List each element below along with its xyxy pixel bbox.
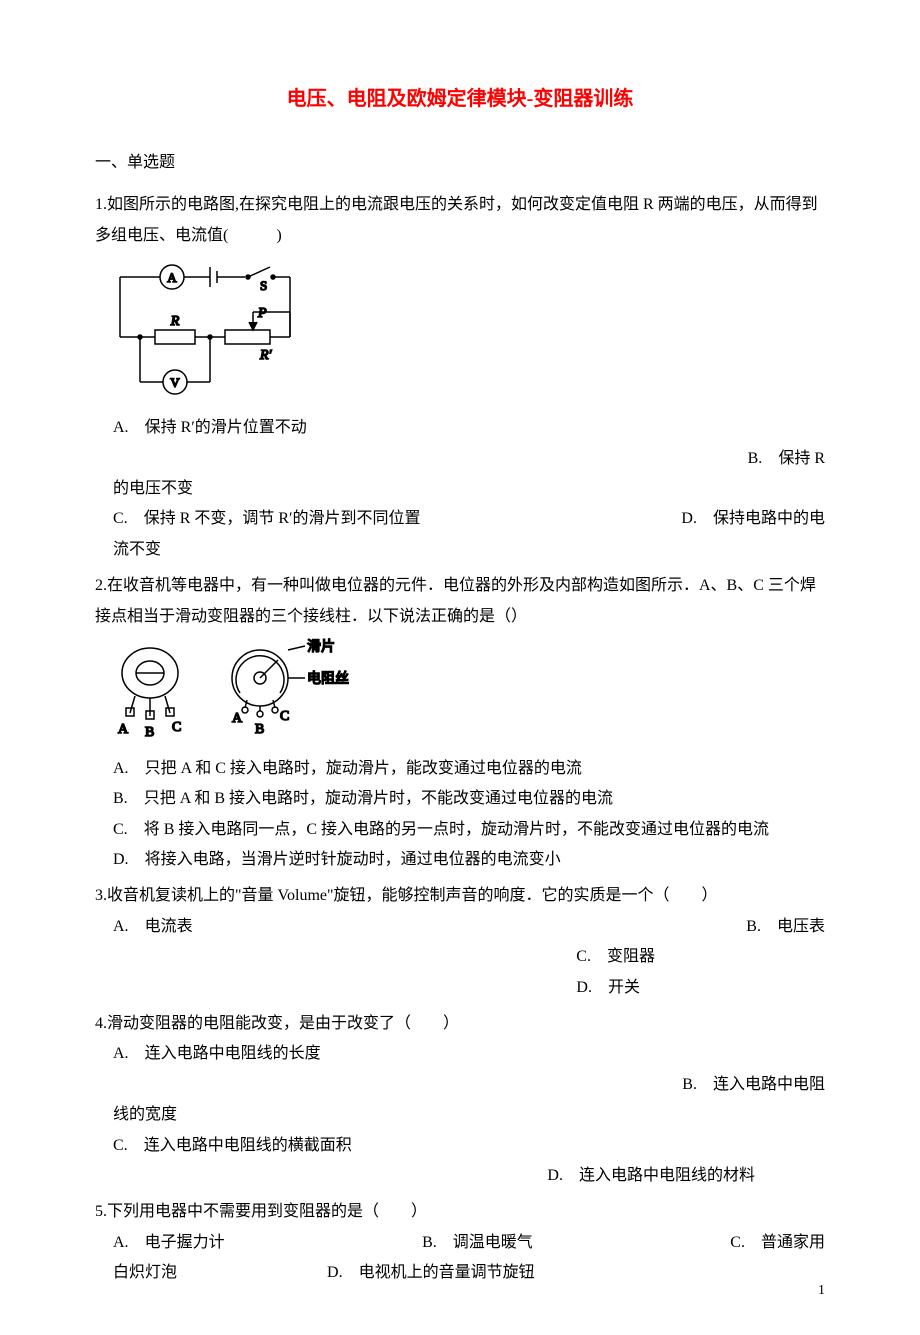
q1-option-a: A. 保持 R′的滑片位置不动 (95, 413, 825, 443)
q1-option-d-part1: D. 保持电路中的电 (681, 504, 825, 534)
option-text: 连入电路中电阻线的横截面积 (144, 1137, 352, 1154)
q3-text: 3.收音机复读机上的"音量 Volume"旋钮，能够控制声音的响度．它的实质是一… (95, 881, 825, 911)
document-title: 电压、电阻及欧姆定律模块-变阻器训练 (95, 80, 825, 118)
section-heading: 一、单选题 (95, 148, 825, 178)
q2-slider-label: 滑片 (307, 638, 335, 655)
option-label: B. (682, 1076, 713, 1093)
option-text: 连入电路中电阻 (713, 1076, 825, 1093)
q1-option-b-part1: B. 保持 R (748, 444, 825, 474)
q2-label-c2: C (280, 709, 289, 724)
option-text: 电压表 (777, 918, 825, 935)
q1-text: 1.如图所示的电路图,在探究电阻上的电流跟电压的关系时，如何改变定值电阻 R 两… (95, 190, 825, 251)
option-text: 的电压不变 (113, 480, 193, 497)
option-label: C. (113, 821, 144, 838)
option-text: 流不变 (113, 541, 161, 558)
q4-text: 4.滑动变阻器的电阻能改变，是由于改变了（ ） (95, 1009, 825, 1039)
question-5: 5.下列用电器中不需要用到变阻器的是（ ） A. 电子握力计 B. 调温电暖气 … (95, 1197, 825, 1288)
option-text: 电视机上的音量调节旋钮 (359, 1264, 535, 1281)
option-text: 调温电暖气 (453, 1234, 533, 1251)
option-label: A. (113, 419, 145, 436)
switch-label: S (260, 278, 267, 293)
option-text: 开关 (608, 979, 640, 996)
rprime-label: R′ (259, 348, 273, 363)
q2-potentiometer-diagram: A B C 滑片 电阻丝 (105, 638, 825, 748)
ammeter-label: A (167, 270, 177, 285)
q3-option-d: D. 开关 (95, 973, 825, 1003)
option-text: 线的宽度 (113, 1106, 177, 1123)
q2-text: 2.在收音机等电器中，有一种叫做电位器的元件．电位器的外形及内部构造如图所示．A… (95, 571, 825, 632)
q1-option-c: C. 保持 R 不变，调节 R′的滑片到不同位置 (95, 504, 421, 534)
option-text: 普通家用 (761, 1234, 825, 1251)
option-label: D. (681, 510, 713, 527)
q3-option-c: C. 变阻器 (95, 942, 825, 972)
option-label: A. (113, 1234, 145, 1251)
option-label: A. (113, 918, 145, 935)
option-text: 电子握力计 (145, 1234, 225, 1251)
q2-label-a2: A (232, 711, 243, 726)
option-text: 连入电路中电阻线的材料 (579, 1167, 755, 1184)
q4-option-c: C. 连入电路中电阻线的横截面积 (95, 1131, 825, 1161)
option-text: 将接入电路，当滑片逆时针旋动时，通过电位器的电流变小 (145, 851, 561, 868)
q2-label-a1: A (118, 722, 129, 737)
option-label: D. (547, 1167, 579, 1184)
option-text: 只把 A 和 B 接入电路时，旋动滑片时，不能改变通过电位器的电流 (144, 790, 613, 807)
option-label: D. (113, 851, 145, 868)
option-label: B. (746, 918, 777, 935)
q2-label-c1: C (172, 720, 181, 735)
q4-option-b-part2: 线的宽度 (95, 1100, 825, 1130)
option-label: A. (113, 1045, 145, 1062)
q3-option-b: B. 电压表 (746, 912, 825, 942)
q5-option-a: A. 电子握力计 (95, 1228, 225, 1258)
page-number: 1 (818, 1278, 825, 1305)
q1-circuit-diagram: A S (105, 257, 825, 407)
q2-option-c: C. 将 B 接入电路同一点，C 接入电路的另一点时，旋动滑片时，不能改变通过电… (95, 815, 825, 845)
option-text: 电流表 (145, 918, 193, 935)
q2-label-b1: B (145, 725, 154, 740)
option-text: 保持 R′的滑片位置不动 (145, 419, 307, 436)
q5-option-c-part2: 白炽灯泡 (95, 1258, 177, 1288)
r-label: R (170, 314, 180, 329)
q5-text: 5.下列用电器中不需要用到变阻器的是（ ） (95, 1197, 825, 1227)
q2-option-a: A. 只把 A 和 C 接入电路时，旋动滑片，能改变通过电位器的电流 (95, 754, 825, 784)
q2-option-d: D. 将接入电路，当滑片逆时针旋动时，通过电位器的电流变小 (95, 845, 825, 875)
option-label: C. (113, 510, 144, 527)
page: 电压、电阻及欧姆定律模块-变阻器训练 一、单选题 1.如图所示的电路图,在探究电… (0, 0, 920, 1335)
q1-option-d-part2: 流不变 (95, 535, 825, 565)
option-text: 连入电路中电阻线的长度 (145, 1045, 321, 1062)
q3-option-a: A. 电流表 (95, 912, 193, 942)
q5-option-c-part1: C. 普通家用 (730, 1228, 825, 1258)
option-label: C. (730, 1234, 761, 1251)
option-text: 将 B 接入电路同一点，C 接入电路的另一点时，旋动滑片时，不能改变通过电位器的… (144, 821, 769, 838)
question-3: 3.收音机复读机上的"音量 Volume"旋钮，能够控制声音的响度．它的实质是一… (95, 881, 825, 1003)
q4-option-d: D. 连入电路中电阻线的材料 (95, 1161, 825, 1191)
voltmeter-label: V (170, 375, 180, 390)
q5-option-d: D. 电视机上的音量调节旋钮 (327, 1258, 535, 1288)
q4-option-a: A. 连入电路中电阻线的长度 (95, 1039, 825, 1069)
q2-label-b2: B (255, 722, 264, 737)
option-label: C. (576, 948, 607, 965)
option-label: A. (113, 760, 145, 777)
question-2: 2.在收音机等电器中，有一种叫做电位器的元件．电位器的外形及内部构造如图所示．A… (95, 571, 825, 875)
q1-option-b-part2: 的电压不变 (95, 474, 825, 504)
q2-option-b: B. 只把 A 和 B 接入电路时，旋动滑片时，不能改变通过电位器的电流 (95, 784, 825, 814)
q5-option-b: B. 调温电暖气 (422, 1228, 533, 1258)
option-text: 白炽灯泡 (113, 1264, 177, 1281)
option-label: D. (576, 979, 608, 996)
option-label: B. (748, 450, 779, 467)
option-label: B. (113, 790, 144, 807)
q4-option-b-part1: B. 连入电路中电阻 (682, 1070, 825, 1100)
option-label: D. (327, 1264, 359, 1281)
option-text: 只把 A 和 C 接入电路时，旋动滑片，能改变通过电位器的电流 (145, 760, 582, 777)
option-text: 保持电路中的电 (713, 510, 825, 527)
question-4: 4.滑动变阻器的电阻能改变，是由于改变了（ ） A. 连入电路中电阻线的长度 B… (95, 1009, 825, 1191)
question-1: 1.如图所示的电路图,在探究电阻上的电流跟电压的关系时，如何改变定值电阻 R 两… (95, 190, 825, 565)
option-label: C. (113, 1137, 144, 1154)
option-text: 保持 R (778, 450, 825, 467)
option-text: 变阻器 (607, 948, 655, 965)
p-label: P (257, 306, 267, 321)
q2-wire-label: 电阻丝 (307, 671, 349, 687)
option-label: B. (422, 1234, 453, 1251)
option-text: 保持 R 不变，调节 R′的滑片到不同位置 (144, 510, 421, 527)
